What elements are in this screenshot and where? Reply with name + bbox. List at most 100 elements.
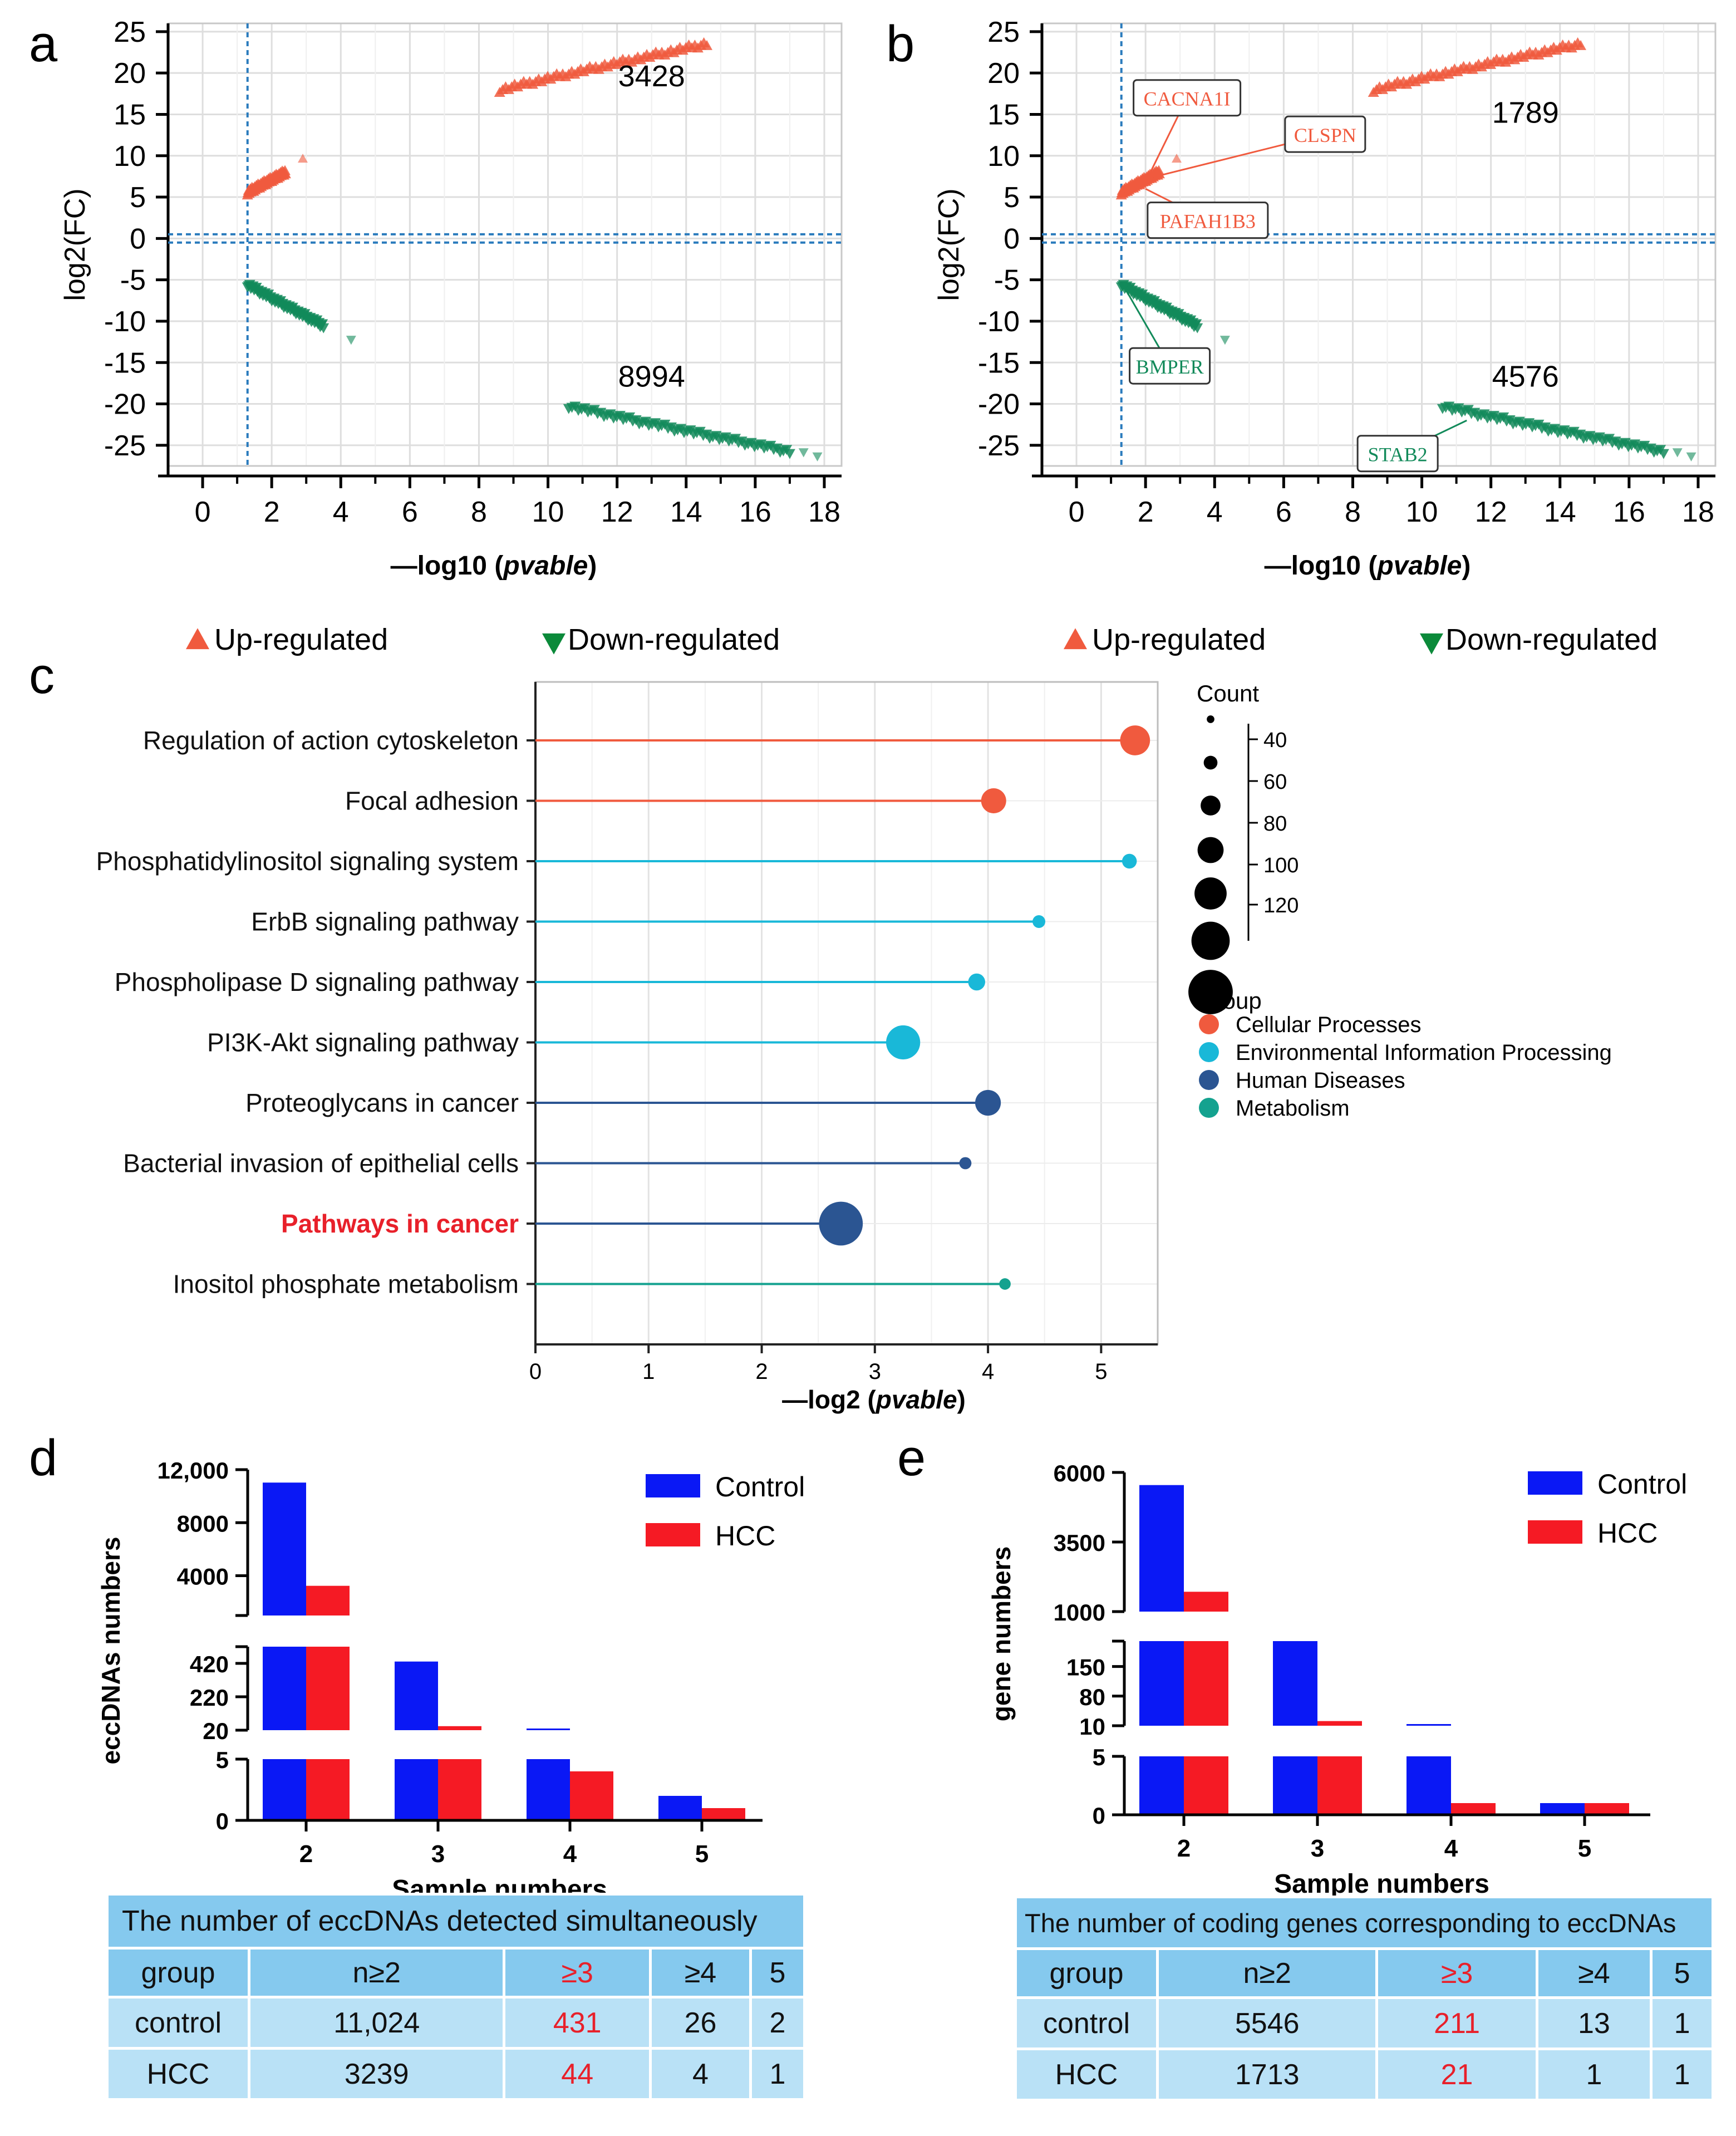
hcc-bar (438, 1726, 481, 1730)
up-regulated-point (701, 40, 712, 50)
table-cell: 44 (503, 2047, 652, 2101)
y-tick-label: -25 (104, 430, 146, 462)
pathway-label: Phospholipase D signaling pathway (115, 968, 519, 996)
down-regulated-point (1658, 449, 1669, 459)
table-cell: 26 (649, 1996, 752, 2050)
x-tick-label: 6 (1276, 496, 1292, 528)
x-tick-label: 2 (1138, 496, 1154, 528)
legend-count-dot (1188, 970, 1233, 1014)
count-annotation: 1789 (1492, 96, 1559, 129)
legend-control-swatch (646, 1474, 700, 1497)
down-regulated-point (798, 448, 809, 458)
legend-count-title: Count (1197, 680, 1259, 706)
y-axis-label: gene numbers (987, 1546, 1016, 1721)
x-tick-label: 10 (532, 496, 564, 528)
control-bar (527, 1729, 570, 1730)
up-regulated-point (279, 168, 291, 179)
pathway-label: PI3K-Akt signaling pathway (207, 1028, 519, 1057)
x-tick-label: 8 (471, 496, 487, 528)
y-axis-label: eccDNAs numbers (96, 1536, 125, 1764)
hcc-bar (1317, 1721, 1362, 1726)
control-bar (1139, 1485, 1184, 1612)
legend-group-label: Environmental Information Processing (1236, 1040, 1612, 1065)
hcc-bar (306, 1759, 350, 1820)
up-regulated-point (1575, 40, 1586, 50)
x-tick-label: 3 (1311, 1835, 1324, 1862)
y-tick-label: 20 (987, 57, 1020, 90)
x-tick-label: 14 (1544, 496, 1576, 528)
y-tick-label: -10 (104, 306, 146, 338)
x-tick-label: 1 (642, 1359, 655, 1384)
up-regulated-point (1172, 153, 1182, 163)
up-regulated-point (298, 153, 308, 163)
legend-count-label: 120 (1263, 894, 1299, 917)
y-tick-label: -20 (104, 389, 146, 421)
y-tick-label: 25 (987, 16, 1020, 48)
y-tick-label: 20 (114, 57, 146, 90)
lollipop-dot (886, 1025, 921, 1060)
control-bar (263, 1647, 306, 1730)
x-tick-label: 16 (739, 496, 771, 528)
table-cell: HCC (106, 2047, 250, 2101)
lollipop-dot (1120, 725, 1150, 755)
legend-down-label: Down-regulated (1445, 623, 1658, 656)
legend-control-label: Control (715, 1471, 805, 1502)
x-tick-label: 0 (529, 1359, 542, 1384)
table-header-cell: ≥4 (649, 1947, 752, 1998)
x-tick-label: 4 (982, 1359, 994, 1384)
x-tick-label: 3 (869, 1359, 881, 1384)
count-annotation: 8994 (618, 360, 685, 393)
legend-count-dot (1197, 837, 1224, 863)
y-tick-label: 420 (190, 1651, 229, 1677)
y-tick-label: 220 (190, 1685, 229, 1711)
panel-letter-b: b (886, 16, 914, 72)
volcano-plot-b: 25 20 15 10 5 0 -5 -10 -15 -20 -25 0 2 4 6 8 10 12 14 16 18 1… (933, 16, 1717, 656)
y-tick-label: -15 (104, 347, 146, 379)
legend-down-icon (542, 633, 565, 655)
x-axis-label: —log10 (pvable) (1265, 551, 1471, 581)
y-tick-label: -20 (978, 389, 1020, 421)
table-cell: control (1014, 1996, 1159, 2050)
legend-count-dot (1201, 796, 1221, 816)
count-annotation: 4576 (1492, 360, 1559, 393)
table-header-cell: ≥3 (503, 1947, 652, 1998)
y-tick-label: 0 (216, 1808, 229, 1834)
down-regulated-point (346, 336, 356, 345)
legend-group-dot (1199, 1070, 1219, 1090)
gene-label: CACNA1I (1144, 88, 1231, 110)
down-regulated-point (318, 323, 330, 333)
hcc-bar (306, 1647, 350, 1730)
hcc-bar (306, 1585, 350, 1615)
pathway-label: Phosphatidylinositol signaling system (96, 847, 519, 876)
hcc-bar (702, 1808, 745, 1820)
control-bar (1540, 1803, 1585, 1815)
table-cell: 13 (1535, 1996, 1653, 2050)
gene-label: CLSPN (1294, 124, 1356, 146)
y-tick-label: -5 (994, 264, 1020, 297)
x-tick-label: 5 (1578, 1835, 1591, 1862)
hcc-bar (1585, 1803, 1629, 1815)
legend-group-label: Metabolism (1236, 1096, 1350, 1121)
legend-up-label: Up-regulated (1092, 623, 1266, 656)
y-tick-label: 4000 (177, 1564, 229, 1590)
control-bar (527, 1759, 570, 1820)
x-tick-label: 6 (402, 496, 418, 528)
table-cell: 1 (749, 2047, 806, 2101)
legend-group-label: Cellular Processes (1236, 1013, 1421, 1037)
control-bar (395, 1661, 438, 1730)
plot-frame (534, 681, 1159, 1346)
legend-count-dot (1203, 755, 1218, 770)
legend-group-dot (1199, 1042, 1219, 1062)
legend-up-icon (1064, 628, 1087, 650)
down-regulated-point (1672, 448, 1683, 458)
control-bar (263, 1759, 306, 1820)
x-tick-label: 4 (563, 1840, 577, 1868)
gene-label-box (1147, 202, 1269, 239)
x-tick-label: 4 (1444, 1835, 1458, 1862)
x-tick-label: 0 (195, 496, 211, 528)
gene-label: BMPER (1136, 356, 1204, 378)
control-bar (1139, 1756, 1184, 1815)
legend-group-label: Human Diseases (1236, 1068, 1405, 1093)
legend-count-dot (1207, 715, 1214, 723)
